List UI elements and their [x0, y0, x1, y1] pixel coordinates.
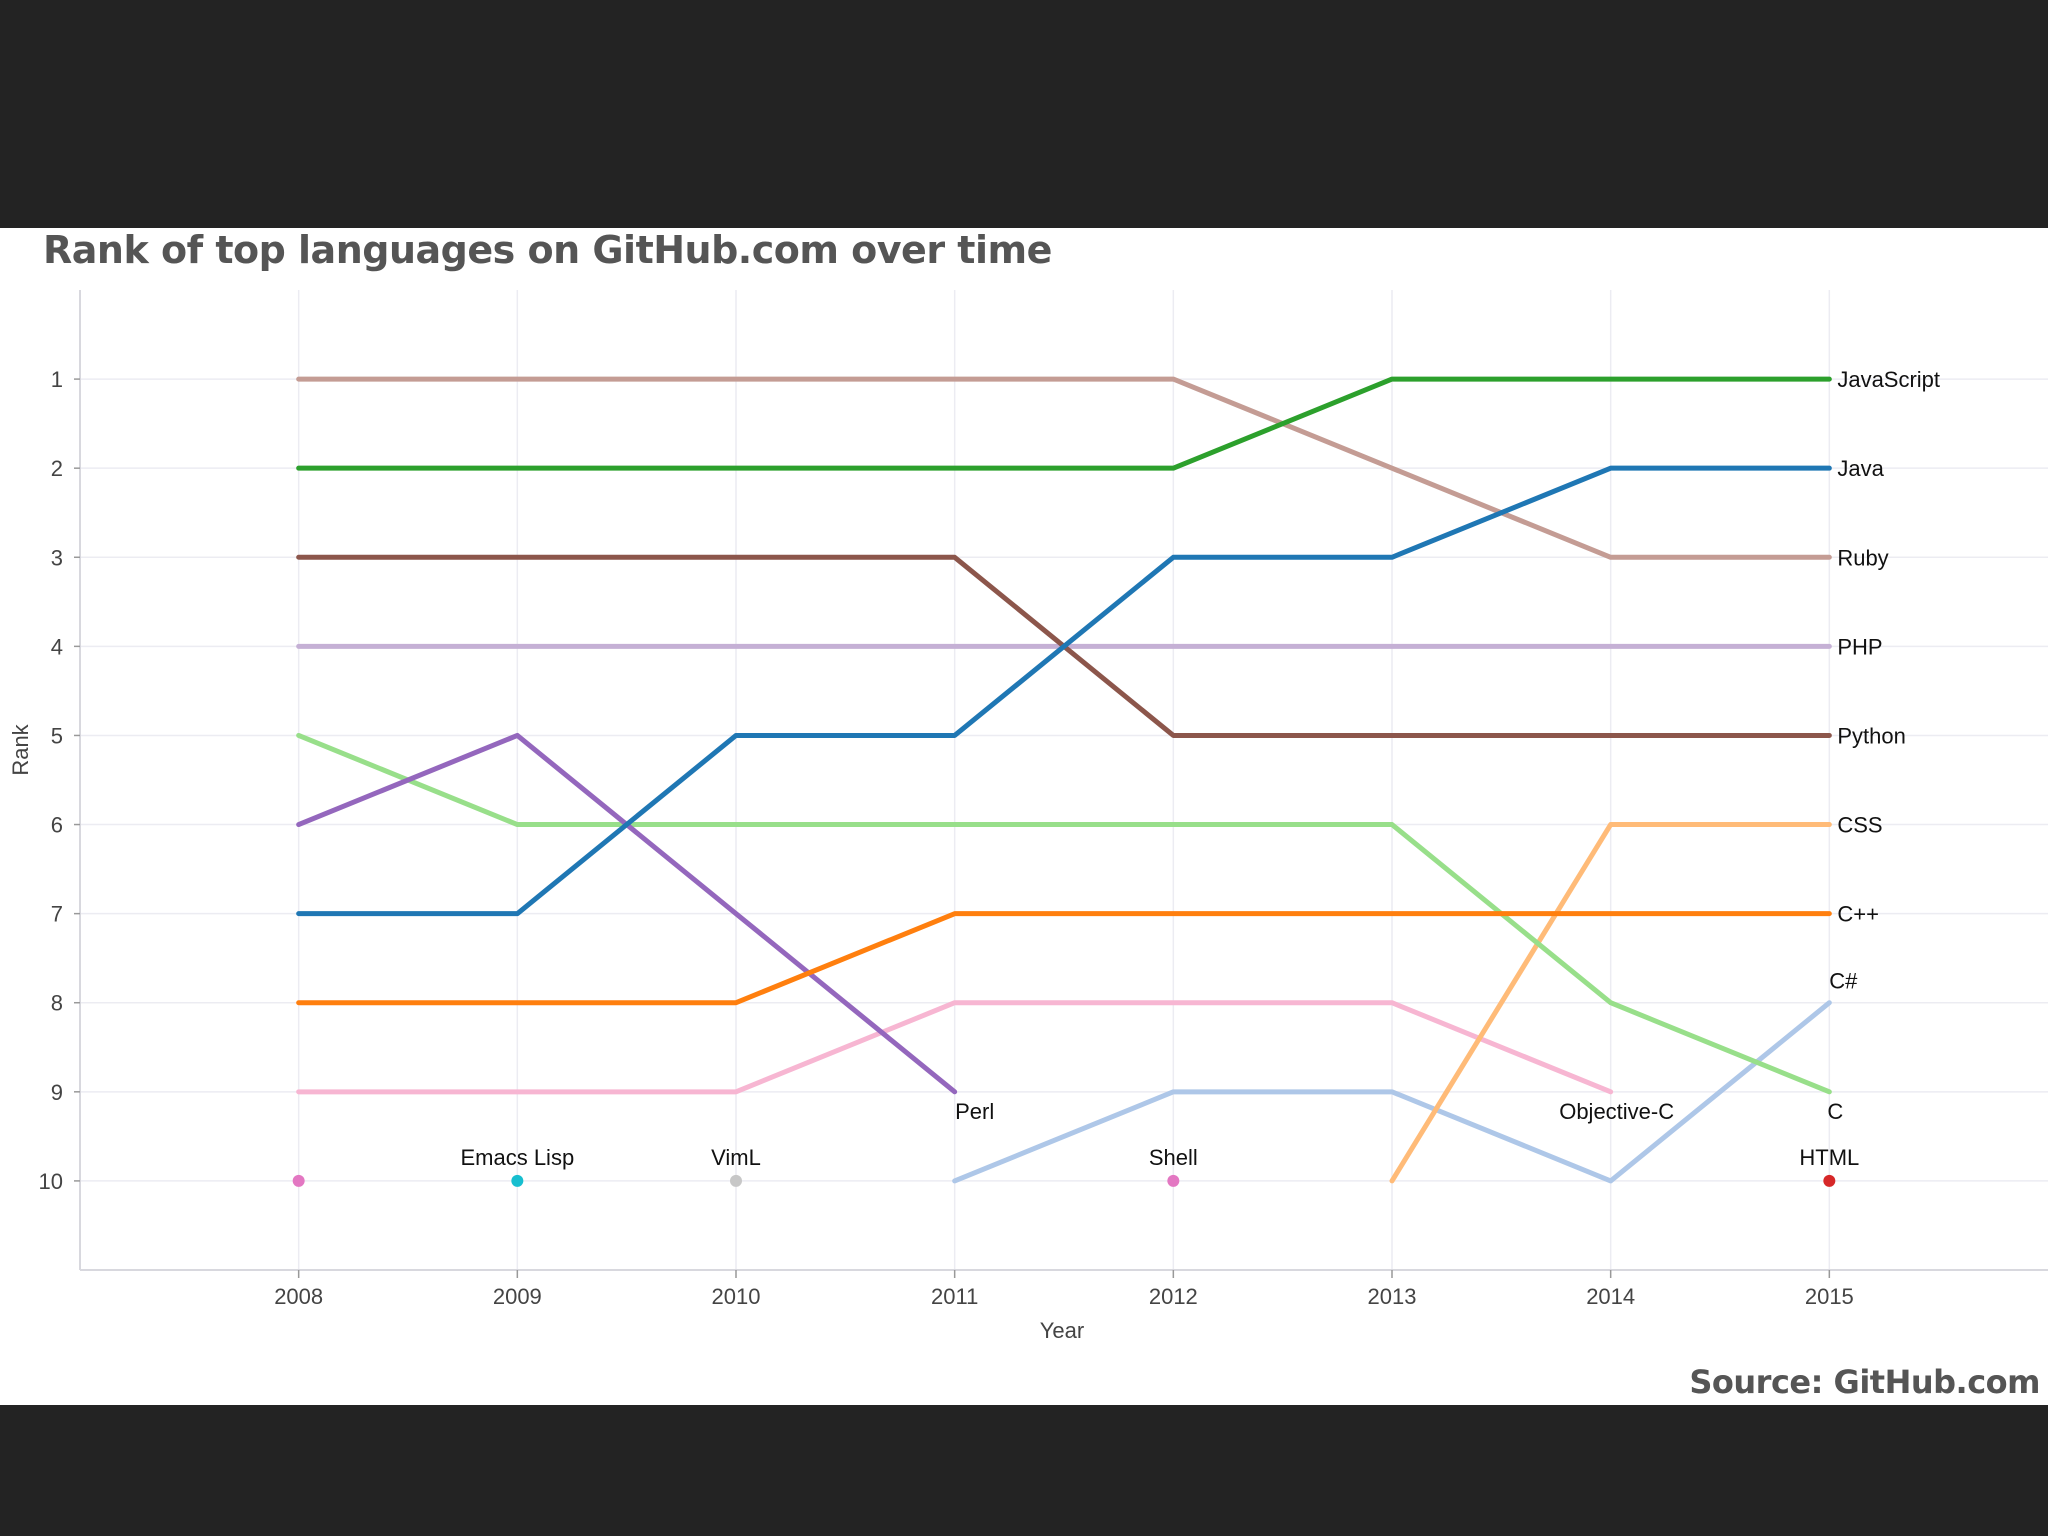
dot-viml: [730, 1174, 742, 1187]
chart-title: Rank of top languages on GitHub.com over…: [43, 228, 1052, 272]
x-tick-label: 2013: [1368, 1284, 1417, 1309]
series-label-perl: Perl: [955, 1099, 994, 1124]
y-tick-label: 3: [51, 545, 63, 570]
y-tick-label: 2: [51, 456, 63, 481]
series-label-java: Java: [1837, 456, 1884, 481]
dot-layer: [292, 1174, 1836, 1187]
y-tick-label: 9: [51, 1080, 63, 1105]
dot-label-emacs-lisp: Emacs Lisp: [460, 1145, 574, 1170]
y-axis-title: Rank: [8, 723, 33, 775]
dot-label-html: HTML: [1799, 1145, 1859, 1170]
label-layer: PHP Ruby Objective-C C# CSS C Perl Python Java C+…: [460, 367, 1940, 1170]
series-line-c: [296, 732, 1832, 1095]
y-tick-label: 10: [39, 1169, 63, 1194]
series-line-objective-c: [296, 1000, 1614, 1095]
series-label-javascript: JavaScript: [1837, 367, 1940, 392]
series-line-css: [1389, 822, 1832, 1184]
series-line-csharp: [952, 1000, 1832, 1184]
source-note: Source: GitHub.com: [1689, 1363, 2040, 1401]
dot-label-viml: VimL: [711, 1145, 761, 1170]
dot-label-shell: Shell: [1149, 1145, 1198, 1170]
series-label-ruby: Ruby: [1837, 545, 1888, 570]
x-tick-label: 2010: [712, 1284, 761, 1309]
dot-html: [1823, 1174, 1836, 1187]
series-layer: [296, 376, 1832, 1184]
x-axis-title: Year: [1040, 1318, 1084, 1343]
x-tick-label: 2014: [1586, 1284, 1635, 1309]
dot-emacs-lisp: [511, 1174, 524, 1187]
axis-layer: 1 2 3 4 5 6 7 8 9 10 2008 2009 2010 2011 2012 2013 2014 2…: [8, 290, 2048, 1343]
y-tick-label: 8: [51, 991, 63, 1016]
series-line-java: [296, 465, 1832, 917]
series-label-objective-c: Objective-C: [1559, 1099, 1674, 1124]
x-tick-label: 2009: [493, 1284, 542, 1309]
grid-layer: [80, 290, 2048, 1270]
dot-unlabeled-0: [292, 1174, 305, 1187]
chart-slide: 1 2 3 4 5 6 7 8 9 10 2008 2009 2010 2011 2012 2013 2014 2…: [0, 228, 2048, 1405]
y-tick-label: 5: [51, 723, 63, 748]
rank-line-chart: 1 2 3 4 5 6 7 8 9 10 2008 2009 2010 2011 2012 2013 2014 2…: [8, 290, 2048, 1343]
series-label-c: C: [1827, 1099, 1843, 1124]
series-label-python: Python: [1837, 723, 1906, 748]
series-label-cplusplus: C++: [1837, 902, 1879, 927]
series-label-csharp: C#: [1829, 969, 1858, 994]
x-tick-label: 2012: [1149, 1284, 1198, 1309]
y-tick-label: 7: [51, 902, 63, 927]
y-tick-label: 1: [51, 367, 63, 392]
series-line-javascript: [296, 376, 1832, 471]
dot-shell: [1167, 1174, 1180, 1187]
y-tick-label: 4: [51, 634, 63, 659]
x-tick-label: 2011: [931, 1284, 978, 1309]
series-label-php: PHP: [1837, 634, 1882, 659]
y-tick-label: 6: [51, 813, 63, 838]
series-label-css: CSS: [1837, 813, 1882, 838]
x-tick-label: 2015: [1805, 1284, 1854, 1309]
x-tick-label: 2008: [274, 1284, 323, 1309]
series-line-ruby: [296, 376, 1832, 560]
series-line-cplusplus: [296, 911, 1832, 1006]
